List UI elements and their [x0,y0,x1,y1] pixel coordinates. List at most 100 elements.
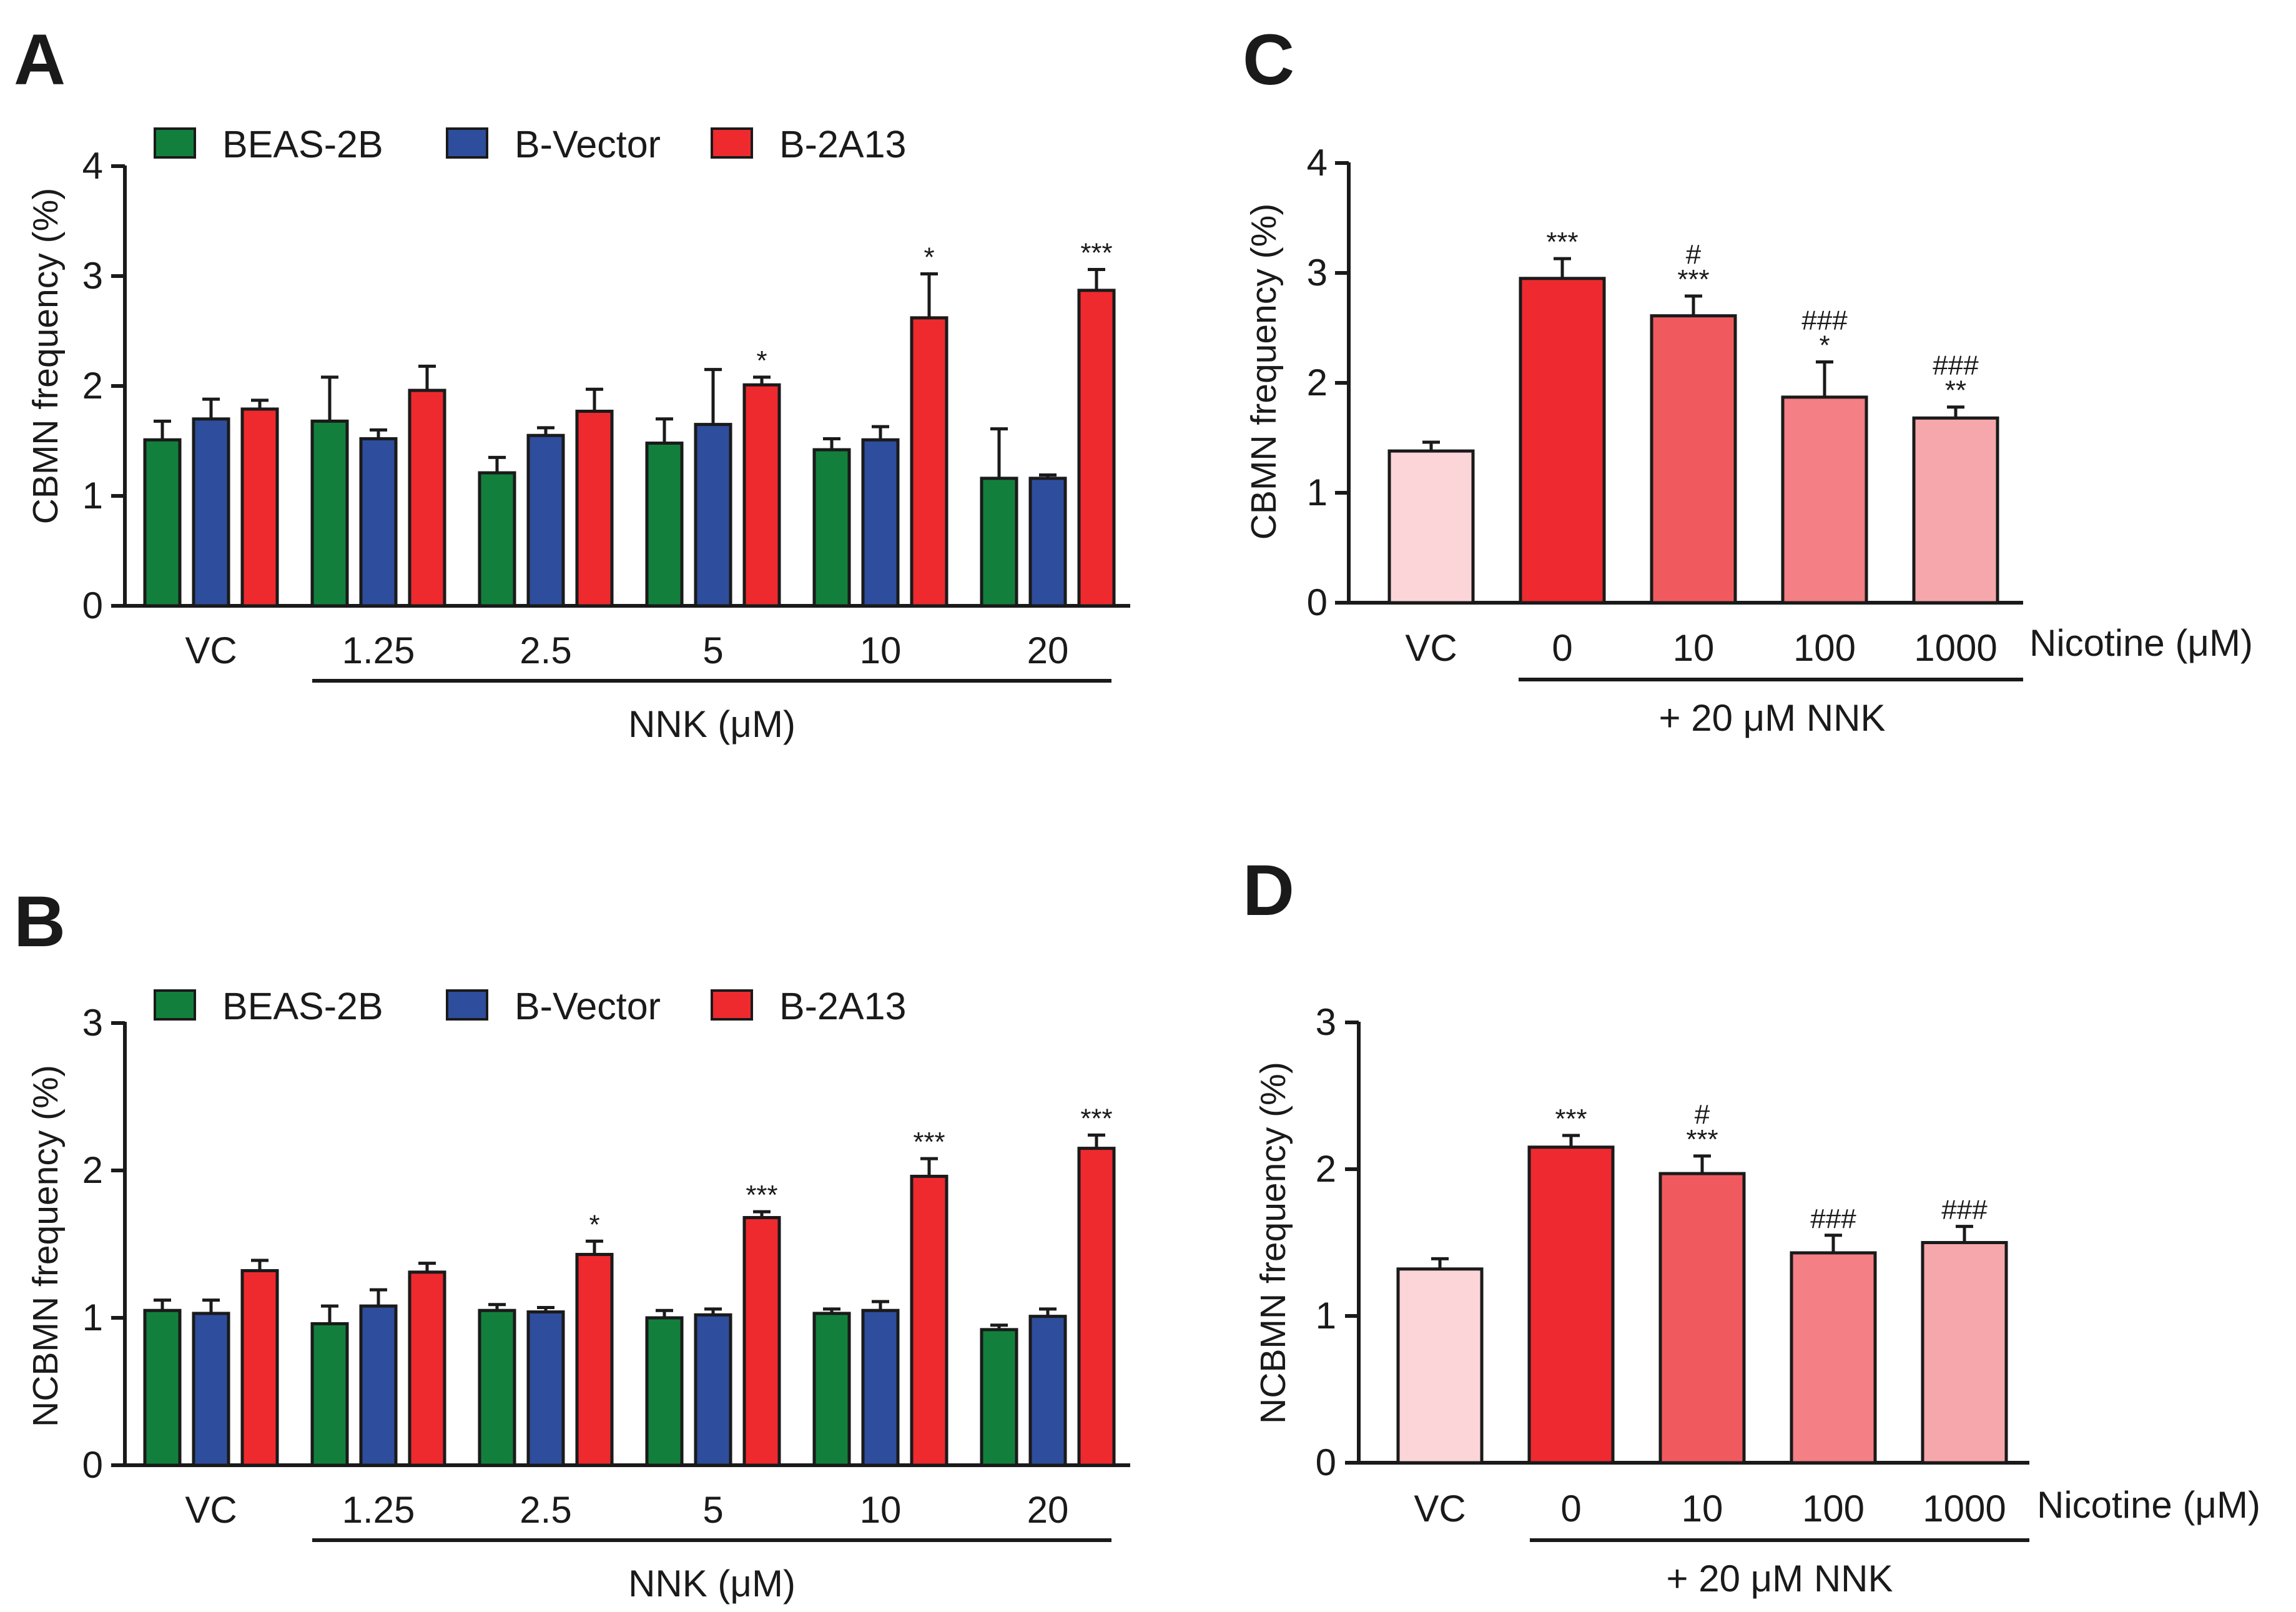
error-bar [1825,1234,1842,1253]
bar [694,423,732,608]
y-tick-labels: 0 1 2 3 4 [82,145,103,626]
y-tick-label: 1 [82,1297,103,1338]
y-tick-label: 1 [1316,1295,1336,1337]
x-tick-label: VC [1414,1488,1466,1530]
legend-label-beas2b: BEAS-2B [222,985,383,1027]
x-tick-labels: VC 0 10 100 1000 [1405,627,1997,669]
y-axis [1335,161,1351,605]
bar [1781,395,1868,605]
bar [1790,1251,1877,1465]
x-tick-label: 2.5 [520,1489,571,1531]
x-tick-label: 1.25 [342,1489,415,1531]
bar [1527,1145,1615,1465]
legend-swatch-bvector [446,127,488,159]
significance-label: * [756,345,767,376]
error-bar [823,437,840,450]
panel-letter-b: B [14,882,66,962]
y-axis-label: NCBMN frequency (%) [1253,1062,1293,1424]
y-tick-label: 3 [82,255,103,297]
group-label: + 20 μM NNK [1658,697,1885,739]
bar [1650,314,1737,605]
x-tick-label: VC [185,630,237,671]
bar [742,1216,781,1467]
bar [478,471,516,608]
bars: ******#*###**### [1387,227,1999,605]
x-tick-label: 10 [1682,1488,1723,1530]
error-bar [202,1298,220,1313]
y-axis-label: CBMN frequency (%) [26,188,66,524]
significance-hash-label: ### [1810,1204,1856,1234]
bar [812,1312,851,1467]
significance-hash-label: ### [1933,350,1979,381]
y-axis-label: NCBMN frequency (%) [26,1065,66,1427]
x-tick-label: 10 [860,1489,902,1531]
bars: ********** [143,1103,1116,1467]
bar [812,448,851,608]
bars: ******#### ### [1396,1099,2008,1465]
bar [526,1310,565,1467]
y-tick-label: 0 [1307,581,1328,623]
bar [310,419,349,608]
significance-hash-label: # [1686,239,1702,270]
y-axis-label: CBMN frequency (%) [1244,204,1284,540]
legend-label-b2a13: B-2A13 [779,985,906,1027]
error-bar [1816,360,1833,397]
bar [1077,289,1116,608]
y-tick-label: 1 [1307,472,1328,513]
y-tick-label: 0 [82,585,103,626]
y-tick-label: 2 [82,1149,103,1191]
x-tick-label: VC [1405,627,1457,669]
bar [1387,449,1475,605]
error-bar [1562,1134,1580,1147]
legend-swatch-b2a13 [711,127,753,159]
error-bar [704,368,722,425]
x-tick-label: 10 [860,630,902,671]
bar [1028,1315,1067,1467]
x-tick-label: 100 [1793,627,1856,669]
panel-b-ncbmn-cell-lines: B BEAS-2B B-Vector B-2A13 NCBMN frequenc… [14,882,1130,1605]
bar [408,388,446,608]
y-axis [1345,1021,1361,1465]
error-bar [920,1157,938,1177]
y-tick-label: 0 [1316,1441,1336,1483]
error-bar [370,1288,387,1307]
error-bar [1947,405,1964,418]
error-bar [154,1298,171,1311]
y-axis [111,164,127,608]
bar [526,433,565,608]
bar [192,417,230,608]
x-tick-label: 10 [1673,627,1715,669]
group-label: NNK (μM) [628,1563,796,1605]
bar [192,1312,230,1467]
y-tick-labels: 0 1 2 3 4 [1307,142,1328,623]
error-bar [586,387,603,412]
panel-c-cbmn-nicotine: C CBMN frequency (%) 0 1 2 3 4 VC 0 10 1… [1243,20,2253,739]
y-tick-label: 1 [82,475,103,517]
significance-label: *** [1080,1103,1112,1134]
bar [310,1322,349,1467]
bar [645,1316,684,1467]
bar [240,407,279,608]
x-tick-label: 5 [702,1489,723,1531]
error-bar [1431,1257,1449,1269]
error-bar [1554,257,1571,279]
x-tick-labels: VC 0 10 100 1000 [1414,1488,2006,1530]
error-bar [1088,267,1105,290]
legend-label-bvector: B-Vector [515,985,661,1027]
bar [240,1268,279,1467]
error-bar [1685,294,1702,316]
x-tick-labels: VC 1.25 2.5 5 10 20 [185,1489,1068,1531]
x-tick-label: 20 [1027,1489,1069,1531]
significance-label: *** [913,1127,945,1157]
error-bar [418,364,436,391]
bar [742,383,781,608]
x-tick-label: 1000 [1914,627,1997,669]
x-tick-label: 0 [1560,1488,1581,1530]
bar [478,1308,516,1467]
bar [1519,277,1606,605]
error-bar [202,397,220,419]
significance-label: *** [1080,237,1112,268]
significance-star-label: ** [1945,375,1966,406]
error-bar [872,425,889,440]
